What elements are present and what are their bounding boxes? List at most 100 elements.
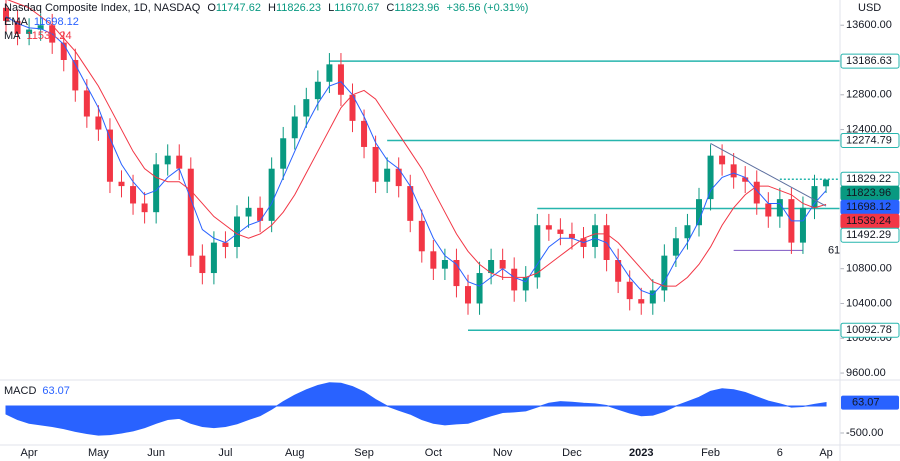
close-value: 11823.96 — [394, 2, 439, 14]
x-tick-label: Aug — [285, 447, 305, 459]
header: Nasdaq Composite Index, 1D, NASDAQ O1174… — [4, 2, 528, 14]
price-box-label: 12274.79 — [846, 134, 892, 146]
y-tick-label: -500.00 — [846, 427, 883, 439]
trendline — [710, 143, 827, 207]
candle-body — [557, 229, 564, 234]
y-tick-label: 12800.00 — [846, 89, 892, 101]
macd-pane — [5, 382, 827, 436]
candle-body — [522, 277, 529, 291]
candle-body — [730, 164, 737, 178]
candle-body — [257, 207, 264, 221]
overlay: 9600.0010000.0010400.0010800.0011200.001… — [21, 19, 900, 459]
candle-body — [210, 242, 217, 274]
candle-body — [337, 64, 344, 95]
candle-body — [164, 155, 171, 165]
low-value: 11670.67 — [334, 2, 379, 14]
candle-body — [199, 255, 206, 274]
candle-body — [776, 199, 783, 217]
macd-area — [5, 382, 827, 436]
price-box — [840, 132, 900, 148]
x-tick-label: Jun — [147, 447, 165, 459]
price-box-label: 11823.96 — [846, 187, 891, 199]
candle-body — [37, 25, 44, 30]
candle-body — [476, 273, 483, 304]
price-box — [840, 53, 900, 69]
candle-body — [407, 186, 414, 221]
price-box — [840, 227, 900, 243]
candle-body — [430, 251, 437, 269]
candle-body — [511, 268, 518, 291]
candle-body — [303, 99, 310, 117]
candle-body — [395, 168, 402, 187]
price-box-label: 11539.24 — [846, 215, 891, 227]
open-value: 11747.62 — [216, 2, 261, 14]
candle-body — [592, 225, 599, 247]
candle-body — [823, 179, 830, 187]
price-pane: 61.80% — [3, 0, 840, 331]
candle-body — [187, 168, 194, 256]
l-label: L — [328, 2, 334, 14]
candle-body — [418, 220, 425, 252]
candle-body — [626, 281, 633, 300]
price-box — [840, 322, 900, 338]
candle-body — [719, 155, 726, 165]
macd-box — [841, 395, 899, 410]
candle-body — [441, 260, 448, 269]
candle-body — [326, 64, 333, 82]
ma-value: 11539.24 — [27, 30, 72, 42]
macd-title: MACD — [4, 385, 36, 397]
price-box-label: 11829.22 — [846, 173, 891, 185]
candle-body — [799, 207, 806, 243]
x-tick-label: Sep — [354, 447, 374, 459]
x-tick-label: Nov — [493, 447, 513, 459]
candle-body — [765, 203, 772, 217]
h-label: H — [268, 2, 276, 14]
price-box-label: 10092.78 — [846, 324, 892, 336]
title: Nasdaq Composite Index, 1D, NASDAQ — [4, 2, 201, 14]
candle-body — [291, 116, 298, 139]
candle-body — [684, 225, 691, 239]
candle-body — [26, 29, 33, 34]
ma-legend: MA 11539.24 — [4, 30, 72, 42]
candle-body — [672, 238, 679, 256]
x-tick-label: Apr — [21, 447, 38, 459]
ema-legend: EMA 11698.12 — [4, 16, 79, 28]
x-tick-label: Ap — [819, 447, 832, 459]
x-tick-label: Feb — [701, 447, 720, 459]
candle-body — [707, 155, 714, 200]
macd-legend: MACD 63.07 — [4, 385, 70, 397]
ema-value: 11698.12 — [34, 16, 79, 28]
ema-name: EMA — [4, 16, 29, 28]
candle-body — [534, 225, 541, 278]
candle-body — [118, 181, 125, 187]
change: +36.56 (+0.31%) — [446, 2, 528, 14]
candle-body — [14, 20, 21, 34]
x-tick-label: Oct — [425, 447, 442, 459]
candle-body — [372, 146, 379, 182]
candle-body — [60, 42, 67, 60]
candle-body — [95, 116, 102, 130]
price-box-label: 13186.63 — [846, 55, 892, 67]
ma-name: MA — [4, 30, 21, 42]
candle-body — [314, 81, 321, 100]
high-value: 11826.23 — [276, 2, 321, 14]
x-tick-label: Dec — [562, 447, 582, 459]
candle-body — [696, 199, 702, 226]
candle-body — [130, 186, 137, 204]
candle-body — [638, 299, 645, 304]
x-tick-label: May — [88, 447, 109, 459]
indicator-line — [6, 0, 827, 287]
candle-body — [245, 207, 252, 217]
candle-body — [222, 242, 229, 247]
candle-body — [753, 181, 760, 204]
candle-body — [453, 260, 460, 287]
candle-body — [3, 7, 9, 21]
y-tick-label: 13600.00 — [846, 19, 892, 31]
candle-body — [234, 216, 240, 247]
candle-body — [465, 286, 471, 304]
candle-body — [661, 255, 668, 291]
candle-body — [83, 90, 90, 117]
candle-body — [153, 164, 160, 213]
candle-body — [811, 186, 818, 208]
